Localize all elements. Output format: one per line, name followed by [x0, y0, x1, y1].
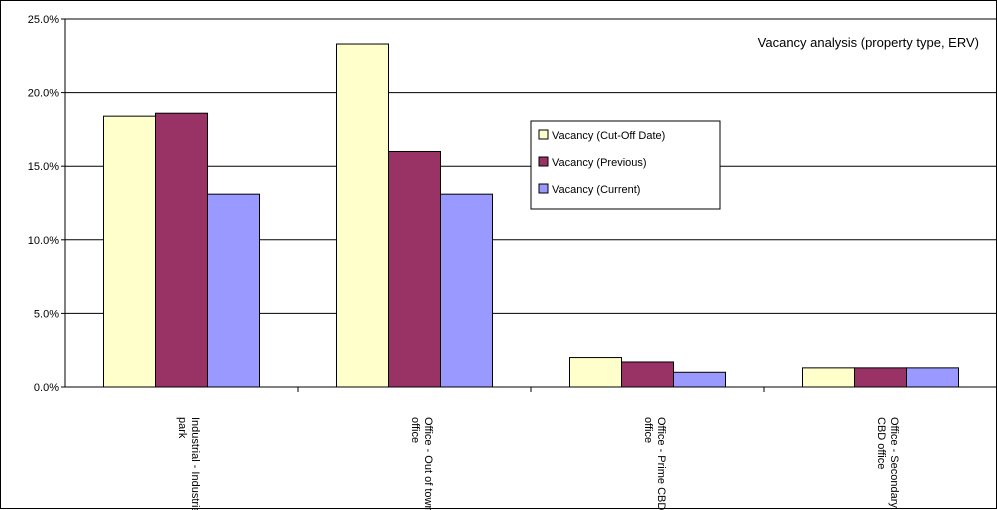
y-tick-label: 0.0% [34, 382, 59, 394]
y-tick-label: 15.0% [28, 161, 59, 173]
bar [155, 112, 208, 388]
y-tick-label: 25.0% [28, 14, 59, 26]
legend-box [530, 120, 721, 210]
x-category-label: office [409, 417, 421, 443]
x-category-label: office [642, 417, 654, 443]
legend-label: Vacancy (Cut-Off Date) [552, 130, 665, 142]
bar [336, 43, 389, 388]
bar [802, 367, 855, 388]
bar [440, 193, 493, 388]
bar [388, 150, 441, 388]
legend-label: Vacancy (Previous) [552, 157, 647, 169]
chart-title: Vacancy analysis (property type, ERV) [758, 35, 979, 50]
legend-swatch [538, 129, 549, 140]
bar [207, 193, 260, 388]
x-category-label: Industrial - Industrial [189, 417, 201, 510]
bar [569, 357, 622, 388]
legend-label: Vacancy (Current) [552, 184, 640, 196]
bar [673, 371, 726, 388]
x-category-label: CBD office [875, 417, 887, 469]
y-tick-label: 10.0% [28, 235, 59, 247]
x-category-label: Office - Secondary [888, 417, 900, 508]
legend-swatch [538, 183, 549, 194]
legend-swatch [538, 156, 549, 167]
bar [854, 367, 907, 388]
x-category-label: Office - Prime CBD [655, 417, 667, 510]
bar [103, 115, 156, 388]
x-category-label: Office - Out of town [422, 417, 434, 510]
bar [621, 361, 674, 388]
x-category-label: park [176, 417, 188, 439]
bar [906, 367, 959, 388]
y-tick-label: 5.0% [34, 308, 59, 320]
y-tick-label: 20.0% [28, 88, 59, 100]
